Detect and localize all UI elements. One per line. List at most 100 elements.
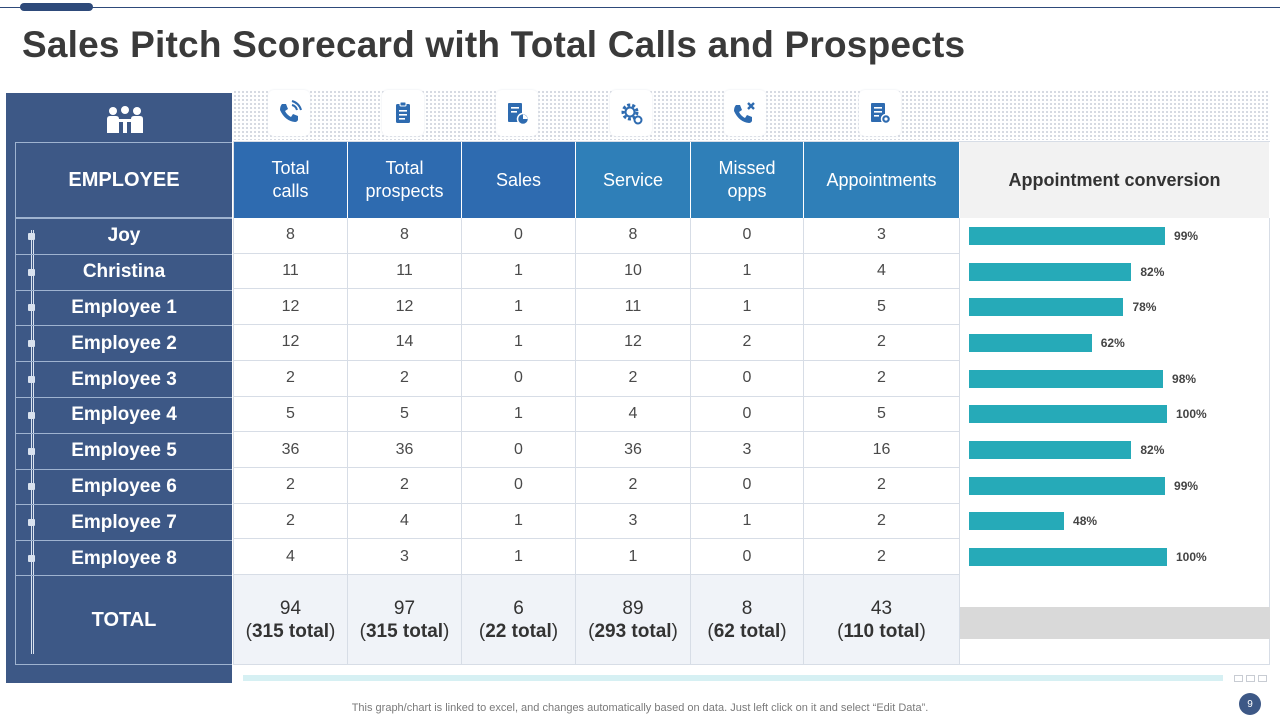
total-value: 43 [870,597,893,619]
table-cell: 5 [804,396,960,433]
table-cell: 1 [462,253,576,290]
top-rule [0,7,1280,8]
total-sub-close: ) [919,620,926,642]
total-sub-bold: 315 total [251,620,330,642]
icon-box-sales [496,90,538,136]
conversion-label: 99% [1174,228,1199,243]
table-cell: 0 [462,432,576,468]
table-cell: 2 [348,467,462,504]
table-cell: 2 [804,539,960,576]
table-cell: 2 [576,360,691,397]
table-cell: 0 [462,467,576,504]
employee-row: Employee 5 [15,432,232,469]
total-value: 89 [622,597,644,619]
conversion-row: 82% [969,432,1164,468]
employee-name: Employee 8 [71,547,177,569]
total-cell: 89 (293 total) [576,575,691,664]
table-cell: 3 [804,218,960,254]
total-sub-open: ( [359,620,366,642]
icon-box-calls [268,90,310,136]
icon-box-prospects [382,90,424,136]
total-sub-open: ( [588,620,595,642]
total-cell: 8 (62 total) [691,575,804,664]
column-header-line: calls [272,181,309,201]
total-sub-open: ( [478,620,486,642]
employee-row: Employee 1 [15,289,232,326]
total-value: 8 [741,597,753,619]
table-cell: 16 [804,432,960,468]
document-chart-icon [508,103,530,126]
timeline-line [31,230,34,654]
table-cell: 0 [462,218,576,254]
column-header: Total prospects [348,142,462,218]
conversion-label: 98% [1172,371,1197,386]
table-cell: 2 [804,325,960,361]
total-sub: (315 total) [360,620,450,643]
conversion-label: 82% [1140,264,1165,279]
column-header-line: prospects [365,181,444,201]
total-cell: 97 (315 total) [348,575,462,664]
document-gear-icon [871,103,892,125]
employee-row: Employee 3 [15,361,232,397]
total-cell: 6 (22 total) [462,575,576,664]
column-header: Sales [462,142,576,218]
table-cell: 11 [234,253,348,290]
table-cell: 2 [804,503,960,540]
missed-call-icon [734,102,755,123]
conversion-bar [969,262,1132,281]
table-cell: 5 [348,396,462,433]
clipboard-icon [396,101,410,123]
total-value: 94 [279,597,302,619]
conversion-row: 48% [969,504,1097,540]
timeline-dot [28,447,35,455]
gear-icon [621,103,643,125]
employee-row: Employee 6 [15,468,232,505]
table-cell: 3 [691,432,804,468]
table-cell: 1 [691,253,804,290]
timeline-dot [28,304,35,312]
timeline-dot [28,232,35,240]
table-cell: 36 [576,432,691,468]
conversion-row: 100% [969,539,1207,575]
conversion-label: 100% [1176,407,1207,422]
column-header: Total calls [234,142,348,218]
table-cell: 11 [348,253,462,290]
column-header-line: opps [727,181,767,201]
table-cell: 1 [462,396,576,433]
conversion-row: 98% [969,361,1196,397]
total-sub-bold: 315 total [365,620,444,642]
conversion-row: 82% [969,254,1164,290]
footnote: This graph/chart is linked to excel, and… [351,702,929,714]
conversion-label: 62% [1100,335,1125,350]
employee-name: Joy [107,225,141,247]
table-cell: 12 [348,289,462,326]
conversion-bar [969,226,1166,245]
table-cell: 0 [691,218,804,254]
table-cell: 5 [234,396,348,433]
total-sub: (22 total) [479,620,558,643]
page-number: 9 [1239,693,1261,715]
column-header: Missed opps [691,142,804,218]
icon-box-service [610,90,652,136]
total-sub-bold: 62 total [713,620,781,642]
table-cell: 2 [234,503,348,540]
employee-row: Employee 4 [15,396,232,433]
total-sub-close: ) [329,620,336,642]
table-cell: 2 [804,467,960,504]
total-cell: 94 (315 total) [234,575,348,664]
table-cell: 2 [691,325,804,361]
table-cell: 1 [462,503,576,540]
table-cell: 2 [348,360,462,397]
conversion-bar [969,548,1167,567]
table-cell: 0 [691,396,804,433]
table-cell: 8 [348,218,462,254]
table-cell: 5 [804,289,960,326]
total-sub: (110 total) [837,620,926,643]
table-cell: 4 [348,503,462,540]
total-sub: (62 total) [707,620,786,643]
total-sub: (315 total) [246,620,336,643]
column-header-line: Sales [495,169,542,190]
total-cell: 43 (110 total) [804,575,960,664]
conversion-bar [969,441,1132,460]
page-title: Sales Pitch Scorecard with Total Calls a… [22,24,966,65]
